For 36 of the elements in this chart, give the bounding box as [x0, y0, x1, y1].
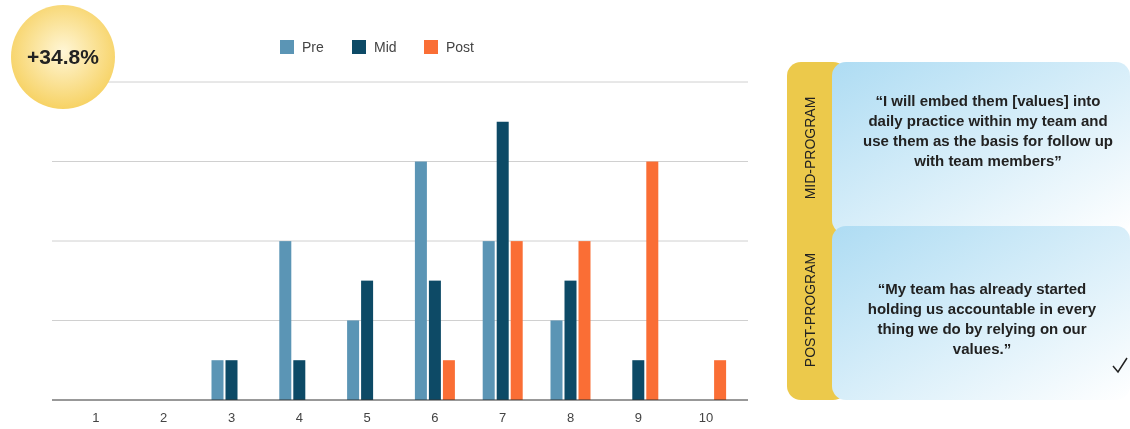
text: “My team has already started holding us accountable in every thing we do by relying on our values.” [867, 280, 1097, 357]
text: +34.8% [27, 45, 100, 68]
bar [428, 280, 441, 400]
bar [414, 161, 427, 400]
bar [482, 241, 495, 400]
bar [510, 241, 523, 400]
bar [361, 280, 374, 400]
bar [564, 280, 577, 400]
x-tick-label: 10 [698, 410, 714, 425]
x-tick-label: 7 [499, 410, 507, 425]
bar [714, 360, 727, 400]
legend-label: Mid [374, 39, 397, 55]
text: MID-PROGRAM [802, 96, 818, 200]
x-tick-label: 5 [363, 410, 371, 425]
bar [442, 360, 455, 400]
bar [211, 360, 224, 400]
bar [578, 241, 591, 400]
bar [279, 241, 292, 400]
bar [550, 320, 563, 400]
x-tick-label: 9 [634, 410, 642, 425]
bar [293, 360, 306, 400]
bar [347, 320, 360, 400]
bar [225, 360, 238, 400]
bar [496, 121, 509, 400]
x-tick-label: 1 [92, 410, 100, 425]
x-tick-label: 6 [431, 410, 439, 425]
x-tick-label: 4 [295, 410, 303, 425]
text: “I will embed them [values] into daily practice within my team and use them as the basis for follow up with team members” [862, 92, 1114, 169]
legend-label: Pre [302, 39, 324, 55]
bar [646, 161, 659, 400]
legend-label: Post [446, 39, 475, 55]
bar [632, 360, 645, 400]
x-tick-label: 8 [566, 410, 575, 425]
text: POST-PROGRAM [802, 252, 818, 368]
x-tick-label: 3 [227, 410, 236, 425]
x-tick-label: 2 [160, 410, 168, 425]
